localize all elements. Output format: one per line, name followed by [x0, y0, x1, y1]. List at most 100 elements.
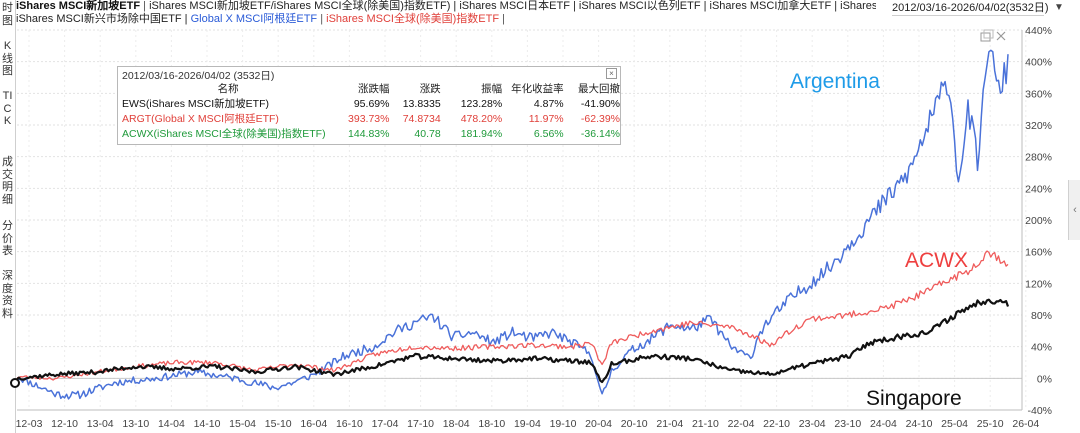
left-menu-rail: 时图 K线图 TICK 成交明细分价表深度资料 [0, 0, 16, 433]
stats-column-header: 年化收益率 [511, 83, 564, 95]
stats-cell: 95.69% [353, 97, 390, 110]
x-tick-label: 14-04 [158, 418, 185, 430]
header-argt-link[interactable]: Global X MSCI阿根廷ETF [190, 12, 318, 25]
x-tick-label: 16-04 [300, 418, 327, 430]
annotation-acwx: ACWX [905, 249, 968, 272]
x-tick-label: 25-04 [941, 418, 968, 430]
stats-row-name: ARGT(Global X MSCI阿根廷ETF) [122, 113, 279, 125]
header-acwx-link[interactable]: iShares MSCI全球(除美国)指数ETF [326, 12, 500, 25]
stats-infobox: 2012/03/16-2026/04/02 (3532日) × 名称 涨跌幅 涨跌 振… [117, 66, 621, 145]
close-icon[interactable]: × [606, 68, 617, 79]
stats-cell: 11.97% [528, 112, 564, 125]
rail-item-1[interactable]: K线图 [2, 40, 13, 77]
header-separator-3: | [499, 12, 506, 25]
y-tick-label: 280% [1025, 152, 1052, 164]
y-tick-label: -40% [1027, 405, 1052, 417]
stats-table-header: 名称 涨跌幅 涨跌 振幅 年化收益率 最大回撤 [118, 81, 620, 96]
series-lines [16, 49, 1010, 400]
x-tick-label: 19-10 [550, 418, 577, 430]
series-line-0 [16, 49, 1009, 400]
stats-cell: -36.14% [580, 127, 620, 140]
stats-table-body: EWS(iShares MSCI新加坡ETF) 95.69% 13.8335 123.… [118, 96, 620, 141]
rail-item-4[interactable]: 分价表 [2, 220, 13, 257]
y-tick-label: 360% [1025, 88, 1052, 100]
stats-row-name: EWS(iShares MSCI新加坡ETF) [122, 98, 270, 110]
x-tick-label: 23-10 [834, 418, 861, 430]
stats-column-header: 最大回撤 [578, 83, 620, 95]
y-tick-label: 320% [1025, 120, 1052, 132]
stats-row[interactable]: EWS(iShares MSCI新加坡ETF) 95.69% 13.8335 123.… [118, 96, 620, 111]
infobox-title: 2012/03/16-2026/04/02 (3532日) [122, 70, 275, 82]
rail-item-2[interactable]: TICK [2, 90, 13, 127]
chart-header: iShares MSCI新加坡ETF | iShares MSCI新加坡ETF/… [16, 0, 876, 26]
stats-cell: 13.8335 [402, 97, 441, 110]
x-tick-label: 22-04 [728, 418, 755, 430]
collapse-panel-tab[interactable]: ‹ [1068, 180, 1080, 240]
x-tick-label: 13-10 [122, 418, 149, 430]
stats-cell: -41.90% [580, 97, 620, 110]
x-tick-label: 14-10 [194, 418, 221, 430]
header-etf-list-1[interactable]: iShares MSCI新加坡ETF/iShares MSCI全球(除美国)指数… [149, 0, 876, 12]
x-tick-label: 17-10 [407, 418, 434, 430]
x-tick-label: 18-10 [478, 418, 505, 430]
crosshair-marker[interactable] [10, 378, 20, 388]
stats-column-header: 涨跌幅 [357, 83, 390, 95]
close-window-icon[interactable] [996, 31, 1006, 41]
stats-row-name: ACWX(iShares MSCI全球(除美国)指数ETF) [122, 128, 326, 140]
x-tick-label: 12-03 [16, 418, 43, 430]
annotation-singapore: Singapore [866, 387, 962, 410]
restore-window-icon[interactable] [980, 32, 991, 42]
y-tick-label: 440% [1025, 25, 1052, 37]
stats-cell: 181.94% [460, 127, 503, 140]
chevron-down-icon[interactable]: ▼ [1054, 2, 1064, 13]
x-tick-label: 17-04 [372, 418, 399, 430]
stats-row[interactable]: ACWX(iShares MSCI全球(除美国)指数ETF) 144.83% 40.… [118, 126, 620, 141]
x-tick-label: 15-04 [229, 418, 256, 430]
x-tick-label: 26-04 [1012, 418, 1039, 430]
y-tick-label: 0% [1037, 373, 1052, 385]
x-tick-label: 25-10 [977, 418, 1004, 430]
rail-item-3[interactable]: 成交明细 [2, 156, 13, 206]
x-tick-label: 20-10 [621, 418, 648, 430]
stats-column-header: 振幅 [481, 83, 503, 95]
header-line-2: iShares MSCI新兴市场除中国ETF | Global X MSCI阿根… [16, 13, 876, 26]
stats-column-header: 名称 [217, 83, 239, 95]
x-tick-label: 20-04 [585, 418, 612, 430]
series-line-1 [16, 250, 1009, 381]
x-tick-label: 21-10 [692, 418, 719, 430]
rail-item-0[interactable]: 时图 [2, 2, 13, 27]
x-tick-label: 23-04 [799, 418, 826, 430]
x-tick-label: 16-10 [336, 418, 363, 430]
x-tick-label: 22-10 [763, 418, 790, 430]
stats-cell: 40.78 [414, 127, 441, 140]
annotation-argentina: Argentina [790, 70, 880, 93]
y-tick-label: 40% [1031, 342, 1052, 354]
series-line-2 [16, 298, 1010, 384]
header-separator: | [143, 0, 150, 12]
stats-cell: 123.28% [460, 97, 503, 110]
x-tick-label: 24-04 [870, 418, 897, 430]
y-tick-label: 160% [1025, 247, 1052, 259]
x-tick-label: 19-04 [514, 418, 541, 430]
header-etf-list-2a[interactable]: iShares MSCI新兴市场除中国ETF | [16, 12, 191, 25]
stats-table: 名称 涨跌幅 涨跌 振幅 年化收益率 最大回撤 EWS(iShares MSCI新加坡ET… [118, 81, 620, 141]
stats-cell: -62.39% [580, 112, 620, 125]
gridlines [17, 29, 1027, 411]
y-tick-label: 80% [1031, 310, 1052, 322]
stats-column-header: 涨跌 [419, 83, 441, 95]
x-tick-label: 24-10 [906, 418, 933, 430]
restore-window-icon-back [983, 29, 994, 39]
stats-cell: 144.83% [348, 127, 390, 140]
x-tick-label: 15-10 [265, 418, 292, 430]
x-tick-label: 21-04 [656, 418, 683, 430]
y-tick-label: 400% [1025, 57, 1052, 69]
header-primary-etf[interactable]: iShares MSCI新加坡ETF [16, 0, 141, 12]
stats-cell: 393.73% [348, 112, 390, 125]
date-range-selector[interactable]: 2012/03/16-2026/04/02(3532日) [892, 2, 1049, 16]
stats-row[interactable]: ARGT(Global X MSCI阿根廷ETF) 393.73% 74.8734 4… [118, 111, 620, 126]
header-separator-2: | [317, 12, 327, 25]
rail-item-5[interactable]: 深度资料 [2, 270, 13, 320]
x-tick-label: 12-10 [51, 418, 78, 430]
x-axis: 12-03 12-10 13-04 13-10 14-04 14-10 15-04 15-10… [16, 418, 1040, 430]
